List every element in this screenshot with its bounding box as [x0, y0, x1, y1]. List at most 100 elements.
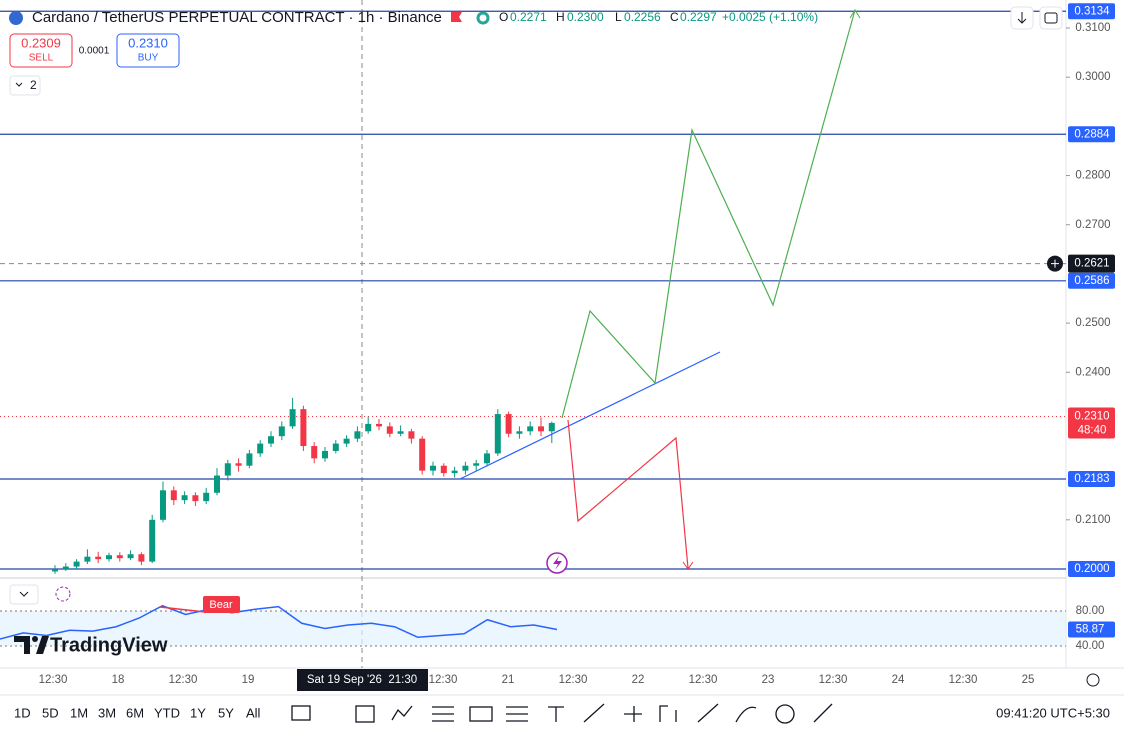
candle-body	[84, 556, 91, 562]
time-label: 18	[112, 674, 125, 686]
period-button[interactable]: 1D	[14, 705, 31, 720]
candle-body	[408, 431, 415, 439]
logo: TradingView	[50, 634, 168, 656]
status-icon	[476, 11, 490, 25]
tool-icon[interactable]	[291, 705, 311, 721]
tool-icon[interactable]	[355, 705, 375, 723]
time-label: 25	[1022, 674, 1035, 686]
oscillator-badge	[1068, 621, 1115, 638]
chevron	[19, 591, 29, 597]
price-tick-label: 0.2700	[1075, 219, 1110, 231]
fullscreen-icon	[1044, 12, 1058, 24]
candles	[52, 397, 555, 574]
period-button[interactable]: 1Y	[190, 705, 206, 720]
tool-icon[interactable]	[432, 706, 454, 722]
oscillator-tick-label: 80.00	[1076, 605, 1105, 617]
candle-body	[440, 465, 447, 474]
sell-button[interactable]	[9, 33, 73, 68]
price-tick-label: 0.2400	[1075, 366, 1110, 378]
candle-body	[289, 409, 296, 427]
bull-arrow	[849, 9, 861, 19]
countdown: 48:40	[1078, 425, 1107, 437]
time-label: 24	[892, 674, 905, 686]
candle-body	[268, 436, 274, 444]
flag-icon[interactable]	[451, 12, 462, 22]
buy-button[interactable]	[116, 33, 180, 68]
chevron	[15, 82, 23, 87]
candle-body	[322, 450, 328, 459]
candle-body	[397, 431, 404, 434]
time-label: 19	[242, 674, 255, 686]
candle-body	[419, 438, 426, 471]
time-label: 12:30	[559, 674, 588, 686]
tool-icon[interactable]	[735, 706, 757, 723]
pane-icon[interactable]	[55, 586, 71, 602]
tool-icon[interactable]	[469, 706, 493, 722]
level-badge	[1068, 126, 1115, 143]
period-button[interactable]: All	[246, 705, 261, 720]
clock: 09:41:20 UTC+5:30	[996, 705, 1110, 720]
settings-icon[interactable]	[1086, 673, 1100, 687]
level-badge	[1068, 561, 1115, 577]
indicator-count: 2	[30, 78, 37, 92]
level-badge	[1068, 3, 1115, 20]
time-label: 21	[502, 674, 515, 686]
tool-icon[interactable]	[548, 706, 564, 722]
time-label: 12:30	[689, 674, 718, 686]
trendline	[459, 351, 721, 480]
candle-body	[430, 465, 436, 471]
buy-price: 0.2310	[128, 35, 168, 50]
price-tick-label: 0.2800	[1075, 170, 1110, 182]
ohlc-letter: O	[499, 10, 508, 24]
candle-body	[300, 409, 307, 447]
divergence-line	[159, 606, 206, 613]
period-button[interactable]: YTD	[154, 705, 180, 720]
candle-body	[95, 556, 102, 560]
oscillator-last-label: 58.87	[1076, 624, 1105, 636]
logo-mark	[14, 636, 49, 654]
symbol-title: Cardano / TetherUS PERPETUAL CONTRACT · …	[32, 9, 442, 26]
period-button[interactable]: 3M	[98, 705, 116, 720]
candle-body	[365, 423, 372, 432]
candle-body	[257, 443, 264, 454]
period-button[interactable]: 1M	[70, 705, 88, 720]
tool-icon[interactable]	[506, 706, 528, 722]
tool-icon[interactable]	[391, 705, 413, 721]
candle-body	[484, 453, 490, 464]
time-label: 12:30	[169, 674, 198, 686]
period-button[interactable]: 6M	[126, 705, 144, 720]
logo-dot	[32, 636, 38, 642]
period-button[interactable]: 5Y	[218, 705, 234, 720]
candle-body	[376, 423, 382, 427]
candle-body	[203, 492, 210, 502]
tool-icon[interactable]	[659, 705, 677, 722]
candle-body	[181, 495, 188, 501]
period-buttons: 1D 5D 1M 3M 6M YTD 1Y 5Y All	[14, 705, 261, 720]
ohlc-value: 0.2256	[624, 10, 661, 24]
bull-path	[561, 9, 856, 419]
candle-body	[235, 463, 242, 466]
drawing-tools	[291, 703, 833, 724]
indicators-toggle[interactable]	[9, 75, 41, 96]
time-label: 12:30	[819, 674, 848, 686]
candle-body	[278, 426, 285, 437]
fullscreen-button[interactable]	[1039, 6, 1063, 30]
levels: 0.3100 0.3000 0.2800 0.2700 0.2500 0.2400 0.21…	[0, 3, 1115, 577]
candle-body	[343, 438, 350, 444]
candle-body	[116, 555, 123, 559]
level-label: 0.2000	[1074, 563, 1109, 575]
level-badge	[1068, 470, 1115, 487]
tool-icon[interactable]	[775, 704, 795, 724]
tool-icon[interactable]	[583, 703, 605, 723]
pane-collapse[interactable]	[9, 584, 39, 605]
tool-icon[interactable]	[813, 703, 833, 723]
divergence-label: Bear	[209, 599, 233, 611]
bear-arrow	[682, 561, 694, 570]
tool-icon[interactable]	[697, 703, 719, 723]
tool-icon[interactable]	[624, 706, 642, 722]
candle-body	[52, 569, 58, 572]
period-button[interactable]: 5D	[42, 705, 59, 720]
divergence-badge	[203, 596, 240, 613]
